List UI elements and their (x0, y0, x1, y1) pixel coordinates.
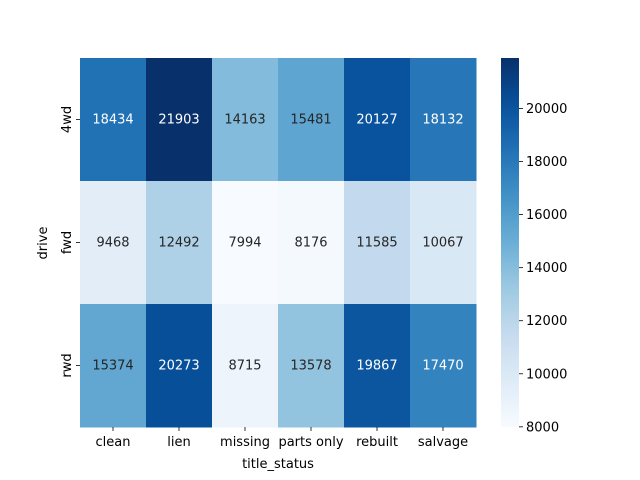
y-tick-label: fwd (60, 231, 75, 254)
heatmap-cell (212, 181, 279, 305)
heatmap-cell (146, 58, 213, 182)
x-tick-label: salvage (418, 435, 468, 450)
x-tick-label: missing (220, 435, 270, 450)
cell-value-label: 8176 (294, 236, 327, 251)
colorbar-gradient (501, 58, 519, 427)
heatmap-cell (278, 304, 345, 428)
heatmap-cell (344, 181, 411, 305)
heatmap-cell (410, 181, 477, 305)
cell-value-label: 12492 (158, 236, 199, 251)
x-axis-label: title_status (242, 457, 314, 472)
cell-value-label: 8715 (228, 359, 261, 374)
heatmap-cells: 18434 21903 14163 15481 20127 18132 9468 12492 7… (80, 58, 477, 428)
cell-value-label: 14163 (224, 113, 265, 128)
heatmap-cell (278, 181, 345, 305)
cell-value-label: 21903 (158, 113, 199, 128)
colorbar-tick-label: 16000 (526, 208, 567, 223)
heatmap-cell (80, 58, 147, 182)
cell-value-label: 20273 (158, 359, 199, 374)
cell-value-label: 17470 (422, 359, 463, 374)
heatmap-cell (146, 181, 213, 305)
colorbar-tick-label: 12000 (526, 314, 567, 329)
cell-value-label: 18132 (422, 113, 463, 128)
colorbar-tick-label: 10000 (526, 367, 567, 382)
heatmap-cell (278, 58, 345, 182)
cell-value-label: 13578 (290, 359, 331, 374)
x-tick-label: lien (167, 435, 190, 450)
cell-value-label: 19867 (356, 359, 397, 374)
y-tick-label: 4wd (60, 106, 75, 133)
cell-value-label: 15374 (92, 359, 133, 374)
y-axis-label: drive (36, 227, 51, 260)
heatmap-cell (410, 304, 477, 428)
heatmap-cell (344, 304, 411, 428)
y-tick-label: rwd (60, 353, 75, 377)
heatmap-cell (212, 58, 279, 182)
colorbar-tick-label: 14000 (526, 261, 567, 276)
cell-value-label: 18434 (92, 113, 133, 128)
cell-value-label: 9468 (96, 236, 129, 251)
x-tick-label: clean (96, 435, 131, 450)
heatmap-cell (146, 304, 213, 428)
colorbar-tick-label: 20000 (526, 102, 567, 117)
cell-value-label: 15481 (290, 113, 331, 128)
cell-value-label: 10067 (422, 236, 463, 251)
heatmap-cell (212, 304, 279, 428)
colorbar: 8000 10000 12000 14000 16000 18000 20000 (501, 58, 567, 435)
x-tick-label: parts only (278, 435, 343, 450)
colorbar-tick-label: 18000 (526, 155, 567, 170)
cell-value-label: 11585 (356, 236, 397, 251)
cell-value-label: 20127 (356, 113, 397, 128)
heatmap-cell (344, 58, 411, 182)
x-axis-ticks: clean lien missing parts only rebuilt salvage (96, 427, 468, 450)
heatmap-cell (410, 58, 477, 182)
cell-value-label: 7994 (228, 236, 261, 251)
x-tick-label: rebuilt (356, 435, 398, 450)
heatmap-cell (80, 304, 147, 428)
y-axis-ticks: 4wd fwd rwd (60, 106, 80, 378)
heatmap-cell (80, 181, 147, 305)
colorbar-tick-label: 8000 (526, 420, 559, 435)
